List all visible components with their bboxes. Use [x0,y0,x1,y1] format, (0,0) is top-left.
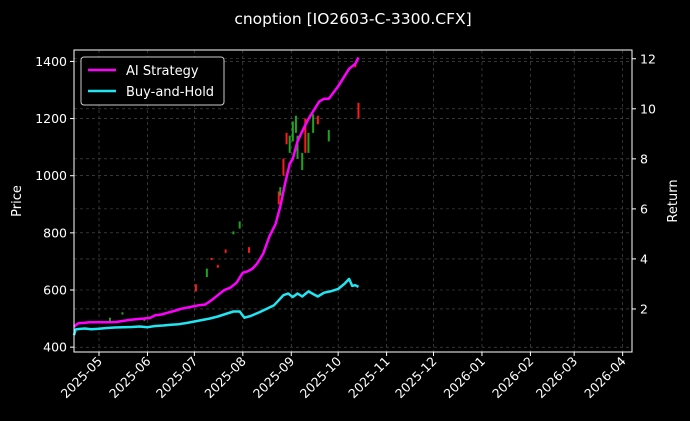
candlestick [285,132,288,145]
y2-tick-label: 4 [640,251,648,266]
y-tick-label: 800 [43,225,67,240]
candlestick [296,135,299,159]
candlestick [248,247,251,253]
candlestick [277,191,280,205]
legend-label-ai-strategy: AI Strategy [126,64,199,79]
candlestick [224,249,227,253]
ai-strategy-line [73,56,360,328]
y-tick-label: 1000 [35,168,67,183]
candlestick [282,158,285,176]
candlestick [216,264,219,268]
legend-label-buy-and-hold: Buy-and-Hold [126,85,214,100]
legend-box [80,56,225,106]
candlestick [294,115,297,133]
candlestick [307,132,310,153]
candlestick [291,121,294,142]
candlestick [354,63,357,68]
candlestick [279,187,282,196]
candlestick [232,231,235,235]
candlestick [316,115,319,125]
candlestick [304,118,307,153]
series-lines [72,56,360,336]
candlestick [108,317,111,322]
candlestick [288,135,291,153]
candlesticks [108,63,360,322]
y-tick-label: 600 [43,283,67,298]
candlestick [121,312,124,315]
grid [74,50,632,352]
y2-tick-label: 6 [640,201,648,216]
candlestick [327,130,330,142]
y-tick-label: 1400 [35,54,67,69]
candlestick [357,102,360,119]
candlestick [312,114,315,133]
y-tick-label: 1200 [35,111,67,126]
candlestick [143,319,146,321]
chart-title: cnoption [IO2603-C-3300.CFX] [234,10,471,28]
y2-tick-label: 10 [640,101,656,116]
candlestick [194,284,197,292]
legend: AI Strategy Buy-and-Hold [80,56,225,106]
plot-frame [73,49,633,353]
y2-tick-label: 12 [640,51,656,66]
y2-axis-title: Return [666,179,681,222]
candlestick [238,221,241,229]
candlestick [205,268,208,278]
y2-tick-label: 8 [640,151,648,166]
y-tick-label: 400 [43,340,67,355]
candlestick [301,152,304,170]
candlestick [210,258,213,260]
y2-tick-label: 2 [640,301,648,316]
y-axis-title: Price [10,185,25,217]
buy-and-hold-line [72,277,360,336]
